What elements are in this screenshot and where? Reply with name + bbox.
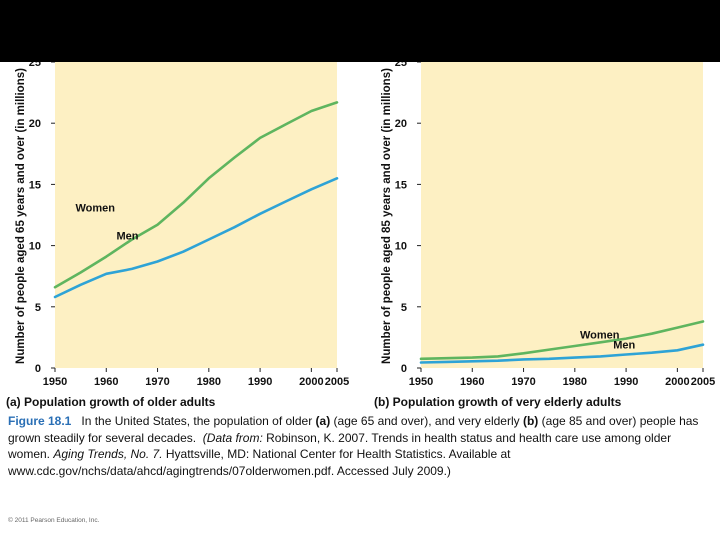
x-tick-label: 1950 [409, 376, 433, 388]
caption-a-mark: (a) [315, 414, 331, 428]
y-axis-label: Number of people aged 65 years and over … [15, 68, 27, 364]
x-tick-label: 1960 [94, 376, 118, 388]
x-tick-label: 1980 [197, 376, 221, 388]
x-tick-label: 1990 [248, 376, 272, 388]
y-tick-label: 0 [401, 363, 407, 375]
caption-part2: (age 65 and over), and very elderly [330, 414, 523, 428]
y-tick-label: 5 [35, 302, 41, 314]
x-axis-label: Year [184, 400, 208, 402]
y-tick-label: 20 [29, 118, 41, 130]
series-label-men: Men [613, 339, 635, 351]
x-tick-label: 2000 [299, 376, 323, 388]
panel-b-title: (b) Population growth of very elderly ad… [374, 395, 622, 409]
y-tick-label: 10 [29, 241, 41, 253]
x-tick-label: 1970 [511, 376, 535, 388]
plot-area [421, 62, 703, 368]
series-line-men [53, 177, 339, 299]
series-label-women: Women [580, 330, 620, 342]
y-tick-label: 15 [395, 179, 407, 191]
x-axis-label: Year [550, 400, 574, 402]
series-line-men [419, 343, 705, 364]
series-line-women [419, 320, 705, 361]
y-tick-label: 0 [35, 363, 41, 375]
copyright-notice: © 2011 Pearson Education, Inc. [8, 517, 100, 524]
series-label-women: Women [76, 202, 116, 214]
figure-caption: Figure 18.1 In the United States, the pop… [8, 413, 716, 479]
series-line-women [53, 101, 339, 289]
y-axis-label: Number of people aged 85 years and over … [381, 68, 393, 364]
series-label-men: Men [117, 230, 139, 242]
plot-area [55, 62, 337, 368]
x-tick-label: 2005 [325, 376, 349, 388]
y-tick-label: 5 [401, 302, 407, 314]
y-tick-label: 10 [395, 241, 407, 253]
x-tick-label: 2005 [691, 376, 715, 388]
caption-source-rest: Hyattsville, MD: National Center for Hea… [8, 447, 511, 478]
caption-source-ref: Robinson, K. 2007. Trends in health stat… [8, 430, 672, 462]
figure-charts: 05101520251950196019701980199020002005Ye… [15, 62, 715, 402]
caption-part3: (age 85 and over) people has grown stead… [8, 414, 699, 445]
caption-source-open: (Data from: [202, 430, 263, 445]
caption-b-mark: (b) [522, 414, 539, 428]
y-tick-label: 15 [29, 179, 41, 191]
y-tick-label: 25 [29, 62, 41, 69]
y-tick-label: 20 [395, 118, 407, 130]
x-tick-label: 1980 [563, 376, 587, 388]
panel-a-title: (a) Population growth of older adults [6, 395, 216, 409]
x-tick-label: 1950 [43, 376, 67, 388]
x-tick-label: 1990 [614, 376, 638, 388]
x-tick-label: 1970 [145, 376, 169, 388]
y-tick-label: 25 [395, 62, 407, 69]
figure-label: Figure 18.1 [8, 414, 72, 428]
caption-part1: In the United States, the population of … [81, 414, 316, 428]
top-black-bar [0, 0, 720, 62]
caption-journal: Aging Trends, No. 7. [53, 447, 163, 461]
x-tick-label: 1960 [460, 376, 484, 388]
x-tick-label: 2000 [665, 376, 689, 388]
